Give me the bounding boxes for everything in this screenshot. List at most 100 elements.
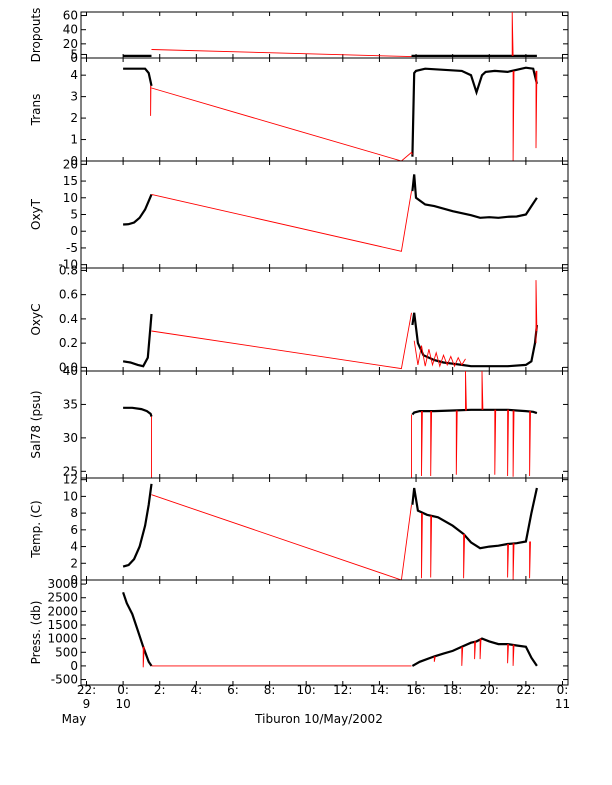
y-tick-label: 60: [63, 9, 78, 23]
x-tick-label: 12:: [333, 683, 352, 697]
month-label: May: [62, 712, 87, 726]
panel-frame: [80, 11, 569, 59]
red-trace: [463, 533, 466, 579]
red-trace: [151, 191, 412, 252]
y-tick-label: 40: [63, 364, 78, 378]
y-axis-label: Dropouts: [29, 8, 43, 63]
y-tick-label: 0: [70, 659, 78, 673]
y-tick-label: 2000: [47, 604, 78, 618]
y-tick-label: 5: [70, 47, 78, 61]
x-tick-label: 10:: [297, 683, 316, 697]
red-trace: [142, 646, 145, 668]
red-trace: [507, 409, 509, 477]
data-series: [123, 406, 153, 417]
red-trace: [151, 312, 412, 370]
x-tick-label: 8:: [264, 683, 276, 697]
x-tick-label: 4:: [190, 683, 202, 697]
y-tick-label: 0.8: [59, 263, 78, 277]
y-tick-label: 0: [70, 154, 78, 168]
y-tick-label: 500: [55, 645, 78, 659]
panel-4: 25 30 35 40 Sal78 (psu): [29, 364, 569, 479]
y-tick-label: 4: [70, 540, 78, 554]
data-series: [122, 313, 153, 368]
y-tick-label: 15: [63, 174, 78, 188]
x-tick-sublabel: 11: [555, 697, 570, 711]
data-series: [411, 637, 538, 667]
y-tick-label: 4: [70, 68, 78, 82]
panel-frame: [80, 267, 569, 372]
red-trace: [507, 543, 509, 578]
red-trace: [421, 411, 423, 477]
y-tick-label: 3: [70, 90, 78, 104]
panel-frame: [80, 579, 569, 686]
data-series: [123, 67, 153, 87]
x-tick-sublabel: 10: [115, 697, 130, 711]
y-axis-label: OxyC: [29, 303, 43, 335]
y-tick-label: 25: [63, 464, 78, 478]
chart-title: Tiburon 10/May/2002: [254, 712, 383, 726]
y-tick-label: 40: [63, 23, 78, 37]
y-tick-label: 0.0: [59, 360, 78, 374]
y-tick-label: 2500: [47, 591, 78, 605]
y-tick-label: 0: [70, 51, 78, 65]
y-tick-label: 10: [63, 191, 78, 205]
y-tick-label: 1000: [47, 632, 78, 646]
data-series: [122, 591, 153, 667]
y-tick-label: 30: [63, 431, 78, 445]
x-tick-label: 2:: [154, 683, 166, 697]
x-tick-label: 22:: [516, 683, 535, 697]
red-trace: [421, 513, 423, 579]
y-tick-label: 0.2: [59, 336, 78, 350]
panel-frame: [80, 477, 569, 581]
y-tick-label: 2: [70, 556, 78, 570]
y-tick-label: 5: [70, 208, 78, 222]
data-series: [411, 66, 538, 157]
data-series: [411, 487, 538, 550]
y-tick-label: 1: [70, 133, 78, 147]
red-trace: [481, 371, 484, 410]
data-series: [122, 483, 153, 568]
red-trace: [151, 49, 412, 58]
y-tick-label: 35: [63, 397, 78, 411]
y-tick-label: 6: [70, 523, 78, 537]
panel-5: 0 2 4 6 8 10 12 Temp. (C): [29, 473, 569, 587]
y-tick-label: 2: [70, 111, 78, 125]
x-tick-label: 6:: [227, 683, 239, 697]
red-trace: [507, 644, 509, 664]
red-trace: [151, 87, 413, 161]
panel-1: 0 1 2 3 4 Trans: [29, 57, 569, 168]
red-trace: [151, 494, 412, 580]
y-tick-label: 0: [70, 573, 78, 587]
y-tick-label: 3000: [47, 577, 78, 591]
red-trace: [512, 70, 515, 161]
x-tick-label: 22:: [77, 683, 96, 697]
red-trace: [535, 70, 538, 149]
y-tick-label: 10: [63, 489, 78, 503]
y-axis-label: Sal78 (psu): [29, 390, 43, 458]
y-tick-label: 1500: [47, 618, 78, 632]
panel-frame: [80, 160, 569, 269]
y-tick-label: -500: [51, 673, 78, 687]
y-axis-label: Press. (db): [29, 601, 43, 665]
red-trace: [529, 411, 531, 477]
y-tick-label: 0: [70, 224, 78, 238]
y-tick-label: 20: [63, 157, 78, 171]
data-series: [123, 193, 153, 226]
x-tick-label: 16:: [406, 683, 425, 697]
x-tick-label: 14:: [370, 683, 389, 697]
panel-frame: [80, 57, 569, 162]
red-trace: [455, 410, 458, 475]
y-tick-label: -10: [58, 258, 78, 272]
data-series: [411, 174, 538, 219]
red-trace: [511, 12, 514, 56]
y-axis-label: OxyT: [29, 198, 43, 230]
y-axis-label: Temp. (C): [29, 500, 43, 558]
y-tick-label: 0.4: [59, 312, 78, 326]
red-trace: [461, 646, 464, 666]
y-axis-label: Trans: [29, 94, 43, 127]
data-series: [411, 408, 538, 416]
red-trace: [479, 638, 482, 660]
